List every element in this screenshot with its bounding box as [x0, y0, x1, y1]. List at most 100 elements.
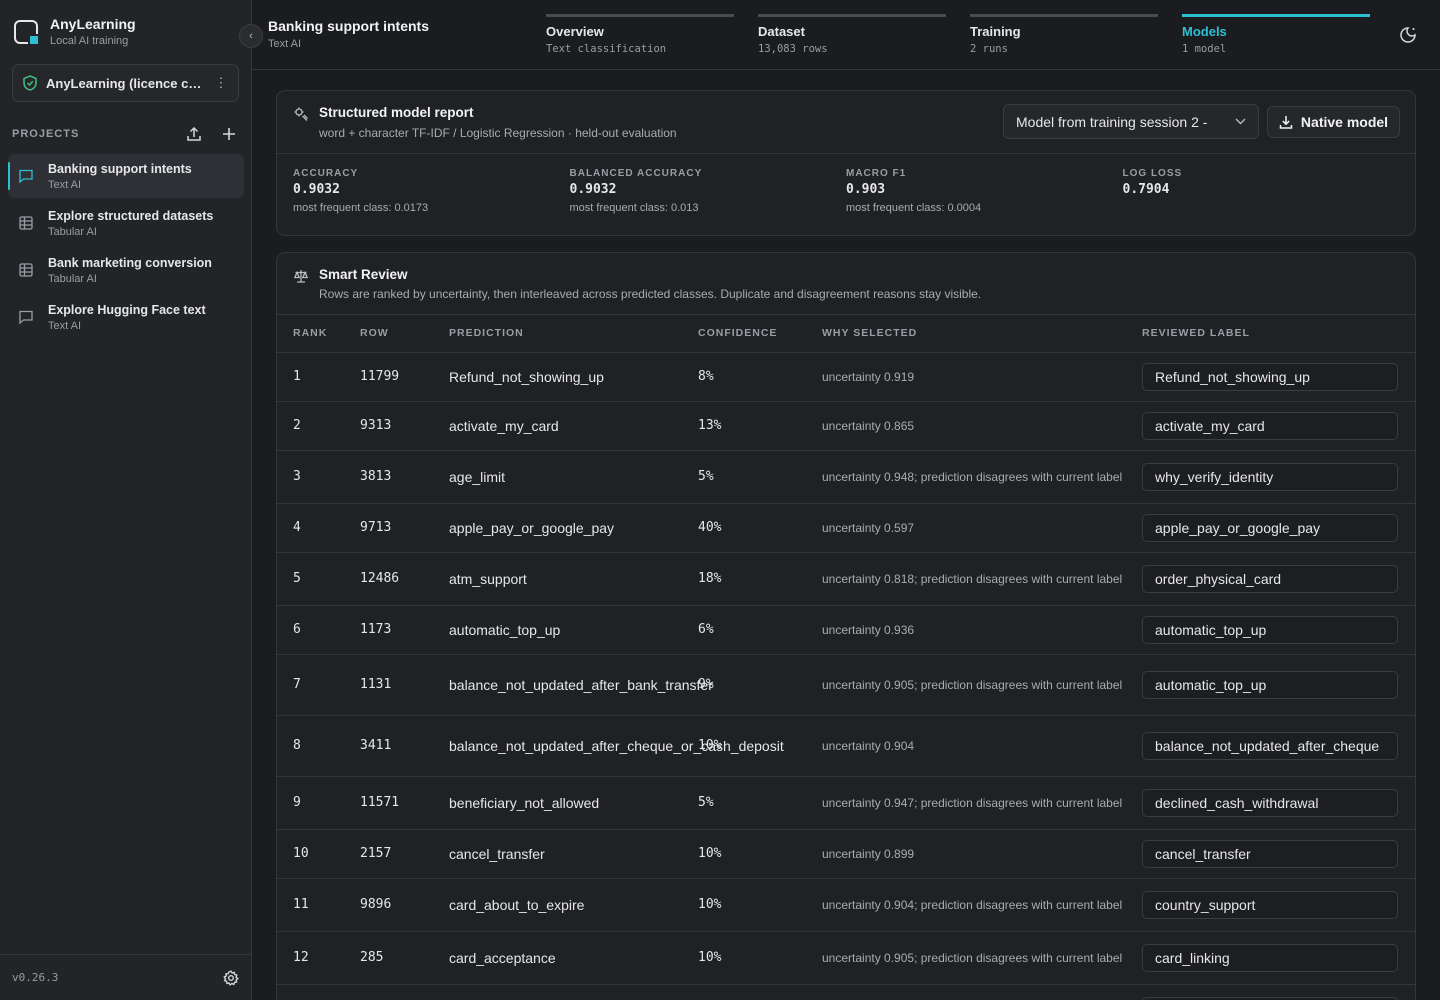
report-icon	[293, 106, 309, 122]
app-subtitle: Local AI training	[50, 35, 129, 47]
reviewed-label-input[interactable]	[1142, 362, 1398, 391]
rank-cell: 13	[277, 984, 352, 1000]
row-cell: 285	[352, 931, 441, 985]
reviewed-label-cell	[1134, 352, 1415, 402]
prediction-cell: age_limit	[441, 450, 690, 504]
rank-cell: 8	[277, 715, 352, 777]
reviewed-label-input[interactable]	[1142, 996, 1398, 1000]
review-table-body: 1 11799 Refund_not_showing_up 8% uncertainty…	[277, 352, 1415, 1000]
table-row[interactable]: 4 9713 apple_pay_or_google_pay 40% uncertain…	[277, 503, 1415, 553]
table-row[interactable]: 10 2157 cancel_transfer 10% uncertainty 0.89…	[277, 829, 1415, 879]
project-item[interactable]: Explore Hugging Face text Text AI	[8, 295, 244, 339]
why-selected-cell: uncertainty 0.905; prediction disagrees …	[814, 931, 1134, 985]
metric-value: 0.9032	[293, 182, 340, 197]
reviewed-label-input[interactable]	[1142, 890, 1398, 919]
scale-icon	[293, 268, 309, 284]
licence-selector[interactable]: AnyLearning (licence ch... ⋮	[12, 64, 239, 102]
project-item[interactable]: Bank marketing conversion Tabular AI	[8, 248, 244, 292]
table-row[interactable]: 9 11571 beneficiary_not_allowed 5% uncertain…	[277, 776, 1415, 830]
more-vertical-icon[interactable]: ⋮	[214, 75, 228, 90]
projects-header: PROJECTS	[12, 122, 240, 146]
step-detail: Text classification	[546, 43, 667, 55]
project-type: Tabular AI	[48, 225, 97, 238]
column-header[interactable]: REVIEWED LABEL	[1134, 315, 1415, 353]
project-type: Tabular AI	[48, 272, 97, 285]
step-dataset[interactable]: Dataset 13,083 rows	[758, 14, 946, 55]
reviewed-label-cell	[1134, 450, 1415, 504]
step-training[interactable]: Training 2 runs	[970, 14, 1158, 55]
prediction-cell: balance_not_updated_after_bank_transfer	[441, 654, 713, 716]
table-row[interactable]: 11 9896 card_about_to_expire 10% uncertainty…	[277, 878, 1415, 932]
reviewed-label-input[interactable]	[1142, 788, 1398, 817]
reviewed-label-input[interactable]	[1142, 615, 1398, 644]
review-subtitle: Rows are ranked by uncertainty, then int…	[319, 287, 982, 301]
column-header[interactable]: CONFIDENCE	[690, 315, 814, 353]
prediction-cell: atm_support	[441, 552, 690, 606]
app-version: v0.26.3	[12, 971, 59, 984]
brand[interactable]: AnyLearning Local AI training	[14, 16, 136, 47]
settings-gear-icon[interactable]	[223, 969, 239, 986]
table-row[interactable]: 7 1131 balance_not_updated_after_bank_tran…	[277, 654, 1415, 716]
prediction-cell: balance_not_updated_after_cheque_or_cash…	[441, 715, 784, 777]
reviewed-label-cell	[1134, 984, 1415, 1000]
native-model-button[interactable]: Native model	[1267, 106, 1400, 138]
upload-icon[interactable]	[186, 126, 204, 142]
confidence-cell: 13%	[690, 401, 814, 451]
reviewed-label-input[interactable]	[1142, 670, 1398, 699]
reviewed-label-cell	[1134, 931, 1415, 985]
rank-cell: 2	[277, 401, 352, 451]
shield-check-icon	[23, 75, 37, 91]
reviewed-label-input[interactable]	[1142, 513, 1398, 542]
rank-cell: 6	[277, 605, 352, 655]
confidence-cell: 9%	[690, 654, 814, 716]
why-selected-cell: uncertainty 0.904	[814, 715, 1134, 777]
table-row[interactable]: 2 9313 activate_my_card 13% uncertainty 0.86…	[277, 401, 1415, 451]
reviewed-label-input[interactable]	[1142, 839, 1398, 868]
table-row[interactable]: 5 12486 atm_support 18% uncertainty 0.818; p…	[277, 552, 1415, 606]
why-selected-cell: uncertainty 0.947; prediction disagrees …	[814, 776, 1134, 830]
row-cell: 9313	[352, 401, 441, 451]
rank-cell: 3	[277, 450, 352, 504]
step-detail: 2 runs	[970, 43, 1008, 55]
page-subtitle: Text AI	[268, 38, 302, 50]
prediction-cell: cancel_transfer	[441, 829, 690, 879]
row-cell: 3411	[352, 715, 441, 777]
column-header[interactable]: ROW	[352, 315, 441, 353]
reviewed-label-input[interactable]	[1142, 462, 1398, 491]
add-project-icon[interactable]	[222, 127, 240, 141]
table-row[interactable]: 12 285 card_acceptance 10% uncertainty 0.905…	[277, 931, 1415, 985]
table-row[interactable]: 13 uncertainty 0.907; prediction disagree…	[277, 984, 1415, 1000]
project-item[interactable]: Banking support intents Text AI	[8, 154, 244, 198]
chat-icon	[18, 168, 34, 184]
reviewed-label-input[interactable]	[1142, 731, 1398, 760]
collapse-sidebar-button[interactable]: ‹	[239, 24, 263, 48]
reviewed-label-input[interactable]	[1142, 943, 1398, 972]
column-header[interactable]: WHY SELECTED	[814, 315, 1134, 353]
why-selected-cell: uncertainty 0.818; prediction disagrees …	[814, 552, 1134, 606]
table-row[interactable]: 1 11799 Refund_not_showing_up 8% uncertainty…	[277, 352, 1415, 402]
reviewed-label-input[interactable]	[1142, 411, 1398, 440]
project-list: Banking support intents Text AI Explore …	[8, 154, 244, 342]
theme-toggle-icon[interactable]	[1398, 25, 1418, 45]
download-icon	[1279, 115, 1293, 129]
table-row[interactable]: 6 1173 automatic_top_up 6% uncertainty 0.936	[277, 605, 1415, 655]
column-header[interactable]: RANK	[277, 315, 352, 353]
step-overview[interactable]: Overview Text classification	[546, 14, 734, 55]
table-row[interactable]: 8 3411 balance_not_updated_after_cheque_or…	[277, 715, 1415, 777]
step-models[interactable]: Models 1 model	[1182, 14, 1370, 55]
model-select-value: Model from training session 2 -	[1016, 113, 1208, 130]
project-item[interactable]: Explore structured datasets Tabular AI	[8, 201, 244, 245]
project-type: Text AI	[48, 178, 82, 191]
why-selected-cell: uncertainty 0.936	[814, 605, 1134, 655]
confidence-cell: 6%	[690, 605, 814, 655]
table-row[interactable]: 3 3813 age_limit 5% uncertainty 0.948; predi…	[277, 450, 1415, 504]
step-name: Overview	[546, 24, 604, 39]
model-select[interactable]: Model from training session 2 -	[1003, 104, 1259, 139]
confidence-cell: 18%	[690, 552, 814, 606]
step-name: Dataset	[758, 24, 805, 39]
column-header[interactable]: PREDICTION	[441, 315, 690, 353]
table-icon	[18, 262, 34, 278]
reviewed-label-input[interactable]	[1142, 564, 1398, 593]
project-name: Bank marketing conversion	[48, 255, 212, 270]
reviewed-label-cell	[1134, 605, 1415, 655]
